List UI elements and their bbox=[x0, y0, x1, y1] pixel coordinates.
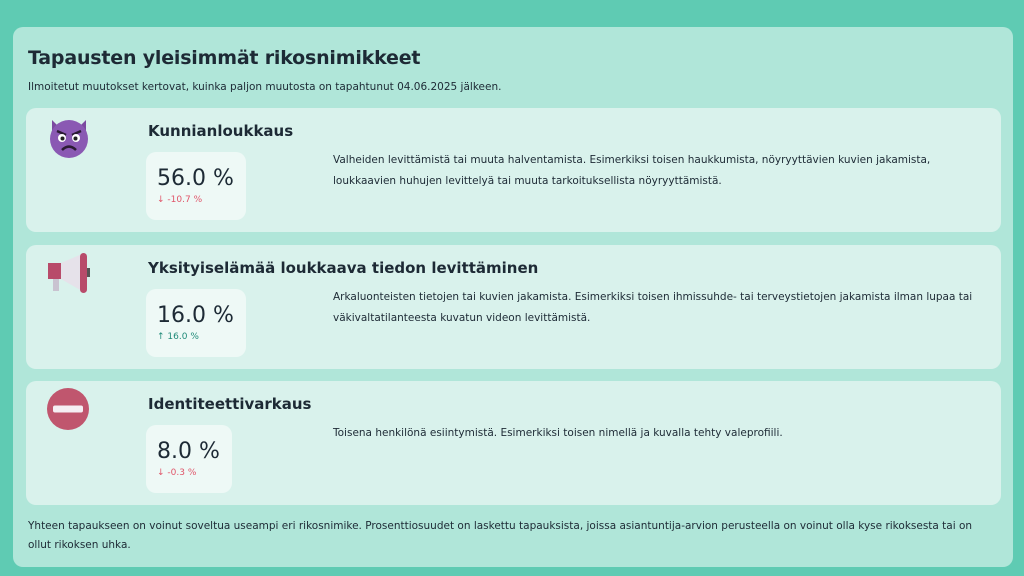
crime-title: Identiteettivarkaus bbox=[148, 395, 312, 413]
crime-title: Kunnianloukkaus bbox=[148, 122, 294, 140]
crime-titles-panel: Tapausten yleisimmät rikosnimikkeet Ilmo… bbox=[13, 27, 1013, 567]
crime-card: Identiteettivarkaus 8.0 % ↓ -0.3 % Toise… bbox=[26, 381, 1001, 505]
change-indicator: ↑ 16.0 % bbox=[157, 332, 234, 342]
crime-card: Yksityiselämää loukkaava tiedon levittäm… bbox=[26, 245, 1001, 369]
change-indicator: ↓ -10.7 % bbox=[157, 195, 234, 205]
crime-description: Toisena henkilönä esiintymistä. Esimerki… bbox=[333, 427, 783, 439]
percentage-value: 8.0 % bbox=[157, 439, 220, 464]
crime-description: Valheiden levittämistä tai muuta halvent… bbox=[333, 154, 931, 187]
arrow-up-icon: ↑ bbox=[157, 332, 165, 342]
crime-card: Kunnianloukkaus 56.0 % ↓ -10.7 % Valheid… bbox=[26, 108, 1001, 232]
no-entry-icon bbox=[47, 388, 89, 430]
crime-description: Arkaluonteisten tietojen tai kuvien jaka… bbox=[333, 291, 973, 324]
change-value: -10.7 % bbox=[167, 195, 203, 205]
change-indicator: ↓ -0.3 % bbox=[157, 468, 220, 478]
stat-box: 56.0 % ↓ -10.7 % bbox=[146, 152, 246, 220]
change-value: -0.3 % bbox=[167, 468, 197, 478]
footnote: Yhteen tapaukseen on voinut soveltua use… bbox=[28, 520, 973, 551]
megaphone-icon bbox=[48, 253, 90, 293]
page-subtitle: Ilmoitetut muutokset kertovat, kuinka pa… bbox=[28, 81, 502, 93]
percentage-value: 16.0 % bbox=[157, 303, 234, 328]
stat-box: 8.0 % ↓ -0.3 % bbox=[146, 425, 232, 493]
arrow-down-icon: ↓ bbox=[157, 468, 165, 478]
change-value: 16.0 % bbox=[167, 332, 199, 342]
stat-box: 16.0 % ↑ 16.0 % bbox=[146, 289, 246, 357]
percentage-value: 56.0 % bbox=[157, 166, 234, 191]
angry-devil-icon bbox=[50, 120, 88, 158]
arrow-down-icon: ↓ bbox=[157, 195, 165, 205]
page-title: Tapausten yleisimmät rikosnimikkeet bbox=[28, 47, 421, 69]
crime-title: Yksityiselämää loukkaava tiedon levittäm… bbox=[148, 259, 539, 277]
